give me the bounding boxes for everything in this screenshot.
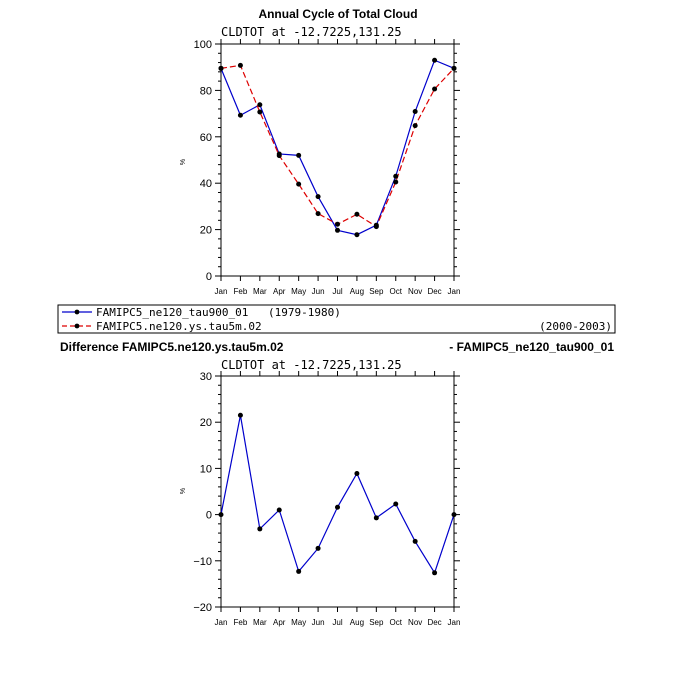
chart2-frame [220,375,455,608]
chart1-xtick-label: Feb [234,287,248,296]
chart2-series-1-point [432,570,438,576]
chart2-xtick-label: Sep [369,618,384,627]
chart2-ytick-label: 0 [206,510,212,522]
chart2-series-1-point [315,545,321,551]
chart2-series-1-point [218,512,224,518]
chart1-series-2-point [276,153,282,159]
chart1-series-1-point [393,173,399,179]
chart1-xtick-label: Jul [332,287,342,296]
chart1-series-2-point [393,179,399,185]
chart1-ylabel: % [180,159,187,165]
legend-label-series2: FAMIPC5.ne120.ys.tau5m.02 [96,320,262,333]
chart2-ytick-label: 10 [200,463,212,475]
chart1-ytick-label: 40 [200,178,212,190]
chart1-series-1-point [315,194,321,200]
chart1-series-1-point [296,152,302,158]
chart1-series-2-point [373,224,379,230]
chart2-title-right: - FAMIPC5_ne120_tau900_01 [449,340,614,354]
chart1-series-1-point [432,57,438,63]
chart2-ytick-label: −20 [193,602,212,614]
chart2-subtitle: CLDTOT at -12.7225,131.25 [221,358,402,372]
chart2-ytick-label: −10 [193,556,212,568]
chart1-xtick-label: Sep [369,287,384,296]
chart1-xtick-label: Apr [273,287,286,296]
chart1-xtick-label: May [291,287,306,296]
chart2-series-1-point [296,568,302,574]
legend-box [57,304,616,334]
chart1-series-1-point [257,102,263,108]
chart1-xtick-label: Oct [390,287,403,296]
chart1-xtick-label: Mar [253,287,267,296]
chart1-series-2-point [218,65,224,71]
chart2-series-1-point [276,507,282,513]
chart1-title: Annual Cycle of Total Cloud [258,7,417,21]
chart2-series-1-point [451,512,457,518]
chart1-plot: 0 20 40 60 80 100 Jan Feb Mar Apr May Jun Jul Aug Sep O… [194,39,461,296]
chart2-series-1-point [257,526,263,532]
chart1-series-2-point [412,123,418,129]
chart1-series-2-point [335,221,340,227]
chart2-xtick-label: Aug [350,618,364,627]
chart2-plot: −20 −10 0 10 20 30 Jan Feb Mar Apr May Jun Jul Aug Sep… [193,371,460,627]
chart1-xtick-label: Jan [215,287,228,296]
chart2-title: Difference FAMIPC5.ne120.ys.tau5m.02 [60,340,284,354]
chart1-xtick-label: Aug [350,287,364,296]
chart1-xtick-label: Nov [408,287,422,296]
chart2-xtick-label: Oct [390,618,403,627]
legend-marker-series2 [74,323,80,329]
chart1-ytick-label: 20 [200,225,212,237]
chart1-series-2-point [237,62,243,68]
legend-period-series2: (2000-2003) [539,320,612,333]
chart2-xtick-label: Jul [332,618,342,627]
chart1-ytick-label: 0 [206,271,212,283]
chart2-series-1-point [354,470,360,476]
chart2-xtick-label: Jun [312,618,325,627]
chart1-series-2-point [451,65,457,71]
chart1-subtitle: CLDTOT at -12.7225,131.25 [221,25,402,39]
chart2-xtick-label: Jan [215,618,228,627]
chart2-ytick-label: 30 [200,371,212,383]
chart1-ytick-label: 100 [194,39,212,51]
legend-label-series1: FAMIPC5_ne120_tau900_01 [96,306,248,319]
chart1-series-2-point [432,86,438,92]
chart1-series-1-point [412,109,418,115]
chart2-series-1-point [412,538,418,544]
chart1-series-1-point [354,232,360,238]
chart1-series-1-point [237,112,243,118]
chart2-ylabel: % [180,488,187,494]
legend: FAMIPC5_ne120_tau900_01 (1979-1980) FAMI… [57,304,616,334]
chart2-xtick-label: Mar [253,618,267,627]
chart2-xtick-label: Feb [234,618,248,627]
chart2-series-1-point [393,501,399,507]
chart2-xtick-label: Dec [427,618,441,627]
chart1-series-2-line [220,64,455,228]
chart1-frame [220,43,455,277]
chart1-series-2-point [257,109,263,115]
chart1-series-1-line [220,59,455,236]
chart2-ytick-label: 20 [200,417,212,429]
chart1-xtick-label: Jun [312,287,325,296]
chart1-ytick-label: 60 [200,132,212,144]
chart2-series-1-point [373,515,379,521]
chart2-xtick-label: Jan [448,618,461,627]
legend-marker-series1 [74,309,80,315]
chart2-series-1-point [335,504,340,510]
chart2-xtick-label: Apr [273,618,286,627]
chart1-xtick-label: Dec [427,287,441,296]
chart1-ytick-label: 80 [200,85,212,97]
chart2-xtick-label: May [291,618,306,627]
chart1-series-2-point [315,211,321,217]
chart2-series-1-point [237,412,243,418]
chart2-xtick-label: Nov [408,618,422,627]
legend-period-series1: (1979-1980) [268,306,341,319]
chart1-series-1-point [335,227,340,233]
chart2-series-1-line [220,415,455,575]
chart1-series-2-point [296,181,302,187]
chart1-xtick-label: Jan [448,287,461,296]
chart1-series-2-point [354,211,360,217]
